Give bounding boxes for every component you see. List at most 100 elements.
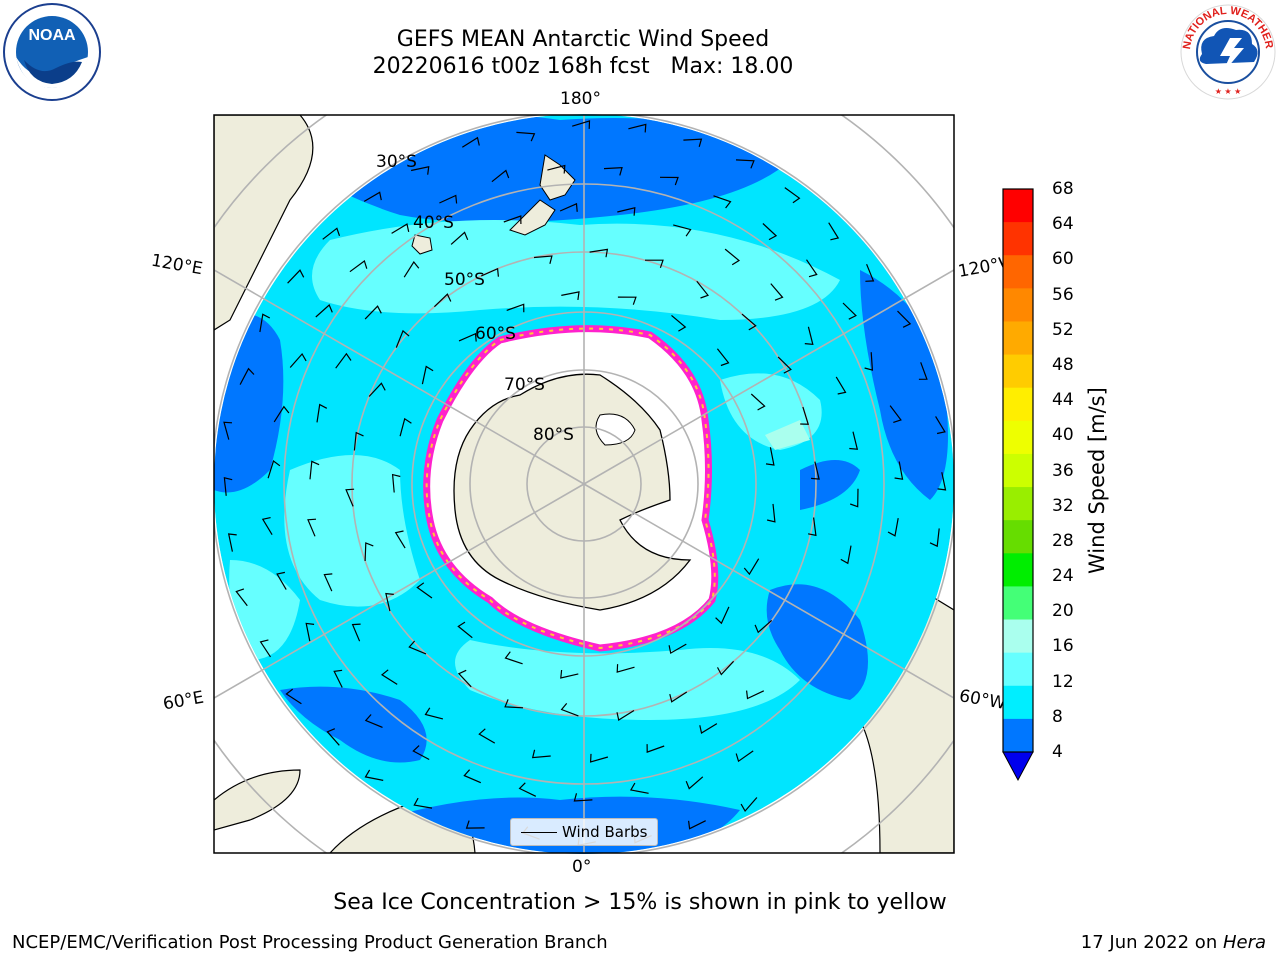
colorbar-cell [1003,586,1033,621]
colorbar-title: Wind Speed [m/s] [1085,387,1109,574]
wind-barbs [223,120,947,847]
legend-label: Wind Barbs [562,823,648,841]
wind-barb-icon [800,406,810,425]
wind-barb-icon [516,131,536,142]
graticule [214,115,954,853]
wind-barb-icon [457,621,473,639]
wind-barb-icon [668,643,687,655]
wind-barb-icon [351,623,361,642]
wind-barb-icon [450,231,469,245]
colorbar-tick-label: 56 [1052,284,1074,305]
colorbar-tick-label: 40 [1052,425,1074,446]
colorbar-cell [1003,420,1033,455]
wind-barb-icon [368,382,386,397]
colorbar-tick-label: 64 [1052,214,1074,235]
colorbar-tick-label: 44 [1052,390,1074,411]
wind-barb-icon [239,367,255,385]
wind-barb-icon [645,259,664,268]
wind-barb-icon [617,296,637,305]
wind-barb-icon [659,176,679,186]
wind-barb-icon [741,313,757,331]
wind-barb-icon [589,753,609,763]
wind-barb-icon [699,723,718,734]
wind-barb-icon [673,224,692,237]
svg-text:NOAA: NOAA [28,27,76,44]
wind-barb-icon [864,352,874,371]
wind-barb-icon [395,329,410,348]
lat-label-30s: 30°S [376,152,417,172]
wind-barb-icon [889,405,902,423]
colorbar-tick-label: 28 [1052,530,1074,551]
colorbar-cell [1003,487,1033,521]
wind-barb-icon [391,473,401,493]
colorbar-cell [1003,453,1033,488]
wind-barb-icon [849,431,859,450]
wind-barb-icon [715,606,730,625]
nws-logo: NATIONAL WEATHER SERVICE ★ ★ ★ [1178,2,1276,100]
wind-barb-icon [323,573,333,592]
colorbar-tick-label: 12 [1052,671,1074,692]
wind-barb-icon [316,403,328,423]
colorbar-tick-label: 24 [1052,566,1074,587]
chart-subtitle: 20220616 t00z 168h fcst Max: 18.00 [372,54,794,79]
wind-barb-icon [531,749,551,759]
wind-barb-icon [478,728,496,744]
wind-barb-icon [671,314,687,332]
wind-barb-icon [589,248,609,258]
wind-barb-icon [491,169,510,183]
wind-barb-icon [807,517,817,537]
colorbar-tick-label: 68 [1052,179,1074,199]
wind-barb-icon [828,222,840,241]
wind-barb-icon [743,558,760,576]
wind-barb-icon [305,622,315,642]
wind-barb-icon [724,248,741,266]
wind-barb-icon [259,313,271,333]
wind-barb-icon [897,310,912,328]
legend-line-icon [521,832,557,833]
wind-barb-icon [287,269,305,284]
wind-barb-icon [750,393,766,411]
wind-barb-icon [223,477,233,496]
colorbar-cell [1003,718,1033,753]
wind-barb-icon [887,517,899,537]
chart-title: GEFS MEAN Antarctic Wind Speed [396,27,770,52]
wind-barb-icon [504,699,524,709]
wind-barb-icon [765,447,775,466]
wind-barb-icon [363,191,382,202]
wind-barb-icon [227,533,237,552]
wind-barb-icon [937,472,947,491]
wind-barb-icon [413,797,433,809]
wind-barb-icon [364,769,384,781]
wind-barb-icon [276,571,287,590]
colorbar-tick-label: 20 [1052,601,1074,622]
wind-barb-icon [399,417,412,437]
colorbar-tick-label: 16 [1052,636,1074,657]
wind-barb-icon [766,503,776,523]
wind-barb-icon [394,530,406,549]
wind-barb-icon [616,664,635,673]
wind-barb-icon [335,352,352,369]
wind-barb-icon [770,283,784,301]
colorbar-cell [1003,354,1033,389]
wind-barb-icon [416,582,433,599]
wind-barb-icon [811,461,820,480]
map-legend: Wind Barbs [510,818,658,846]
wind-barb-icon [735,750,754,763]
wind-barb-icon [518,782,537,797]
wind-barb-icon [235,588,248,607]
wind-barb-icon [385,592,394,612]
wind-barb-icon [403,260,420,278]
wind-barb-icon [754,619,773,634]
footer-date: 17 Jun 2022 on Hera [1080,932,1266,953]
colorbar-cell [1003,222,1033,256]
wind-barb-icon [561,291,580,300]
colorbar-under-arrow [1002,751,1034,782]
wind-barb-icon [918,362,928,380]
lat-label-70s: 70°S [504,375,545,395]
wind-barb-icon [309,460,320,480]
wind-barb-icon [364,542,374,562]
wind-barb-icon [840,545,852,565]
sea-ice-caption: Sea Ice Concentration > 15% is shown in … [333,890,947,915]
wind-barb-icon [285,688,302,705]
